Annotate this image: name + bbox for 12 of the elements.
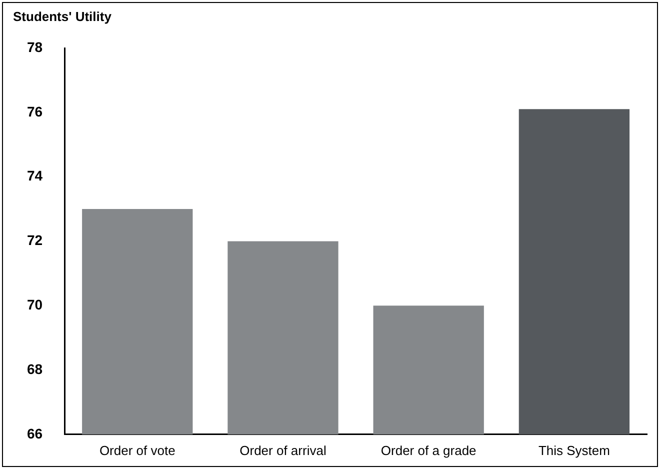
x-tick-label: Order of arrival	[240, 442, 326, 458]
y-tick-label: 76	[26, 103, 43, 120]
y-tick-label: 74	[26, 168, 43, 184]
y-tick-label: 78	[26, 38, 43, 55]
x-tick-label: Order of vote	[99, 442, 176, 458]
y-tick-label: 72	[26, 232, 43, 248]
y-tick-label: 68	[26, 360, 43, 377]
x-tick-label: This System	[538, 442, 610, 458]
y-tick-label: 70	[26, 296, 43, 312]
y-tick-label: 66	[26, 425, 43, 442]
x-tick-label: Order of a grade	[380, 442, 476, 458]
y-axis-title: Students' Utility	[13, 9, 112, 24]
